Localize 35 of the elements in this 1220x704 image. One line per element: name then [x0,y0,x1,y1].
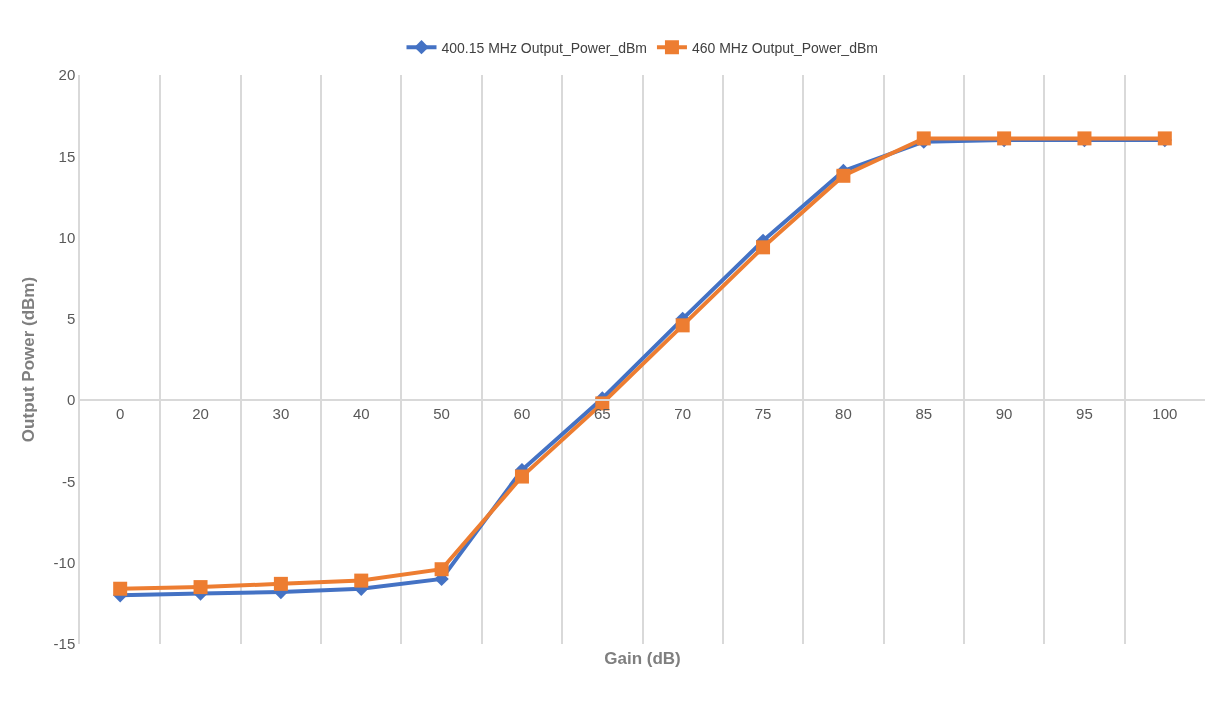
point [836,168,851,183]
x-tick-label: 85 [915,404,933,422]
point [675,318,690,333]
x-tick-label: 50 [433,404,450,422]
point [514,469,529,484]
x-tick-label: 90 [995,404,1013,422]
y-tick-label: 10 [58,228,76,246]
y-tick-label: 15 [58,147,76,165]
x-tick-label: 75 [754,404,772,422]
y-tick-label: 20 [58,66,76,84]
x-tick-label: 60 [513,404,531,422]
x-tick-label: 65 [593,404,611,422]
y-tick-label: 5 [66,310,76,328]
legend-label: 400.15 MHz Output_Power_dBm [441,39,647,56]
x-tick-label: 95 [1076,404,1093,422]
x-tick-label: 40 [352,404,370,422]
legend-label: 460 MHz Output_Power_dBm [691,39,878,56]
point [113,581,128,596]
point [354,573,369,588]
point [434,562,449,577]
x-tick-label: 20 [192,404,209,422]
point [193,580,208,595]
x-tick-label: 100 [1152,404,1178,422]
y-axis-title: Output Power (dBm) [18,276,38,443]
y-tick-label: -15 [53,635,76,653]
y-tick-label: -10 [53,553,76,571]
x-tick-label: 70 [674,404,692,422]
x-tick-label: 0 [116,404,125,422]
y-tick-label: 0 [66,391,76,409]
x-tick-label: 80 [835,404,852,422]
x-tick-label: 30 [272,404,290,422]
point [273,576,288,591]
point [756,240,771,255]
y-tick-label: -5 [61,472,76,490]
x-axis-title: Gain (dB) [604,649,681,669]
